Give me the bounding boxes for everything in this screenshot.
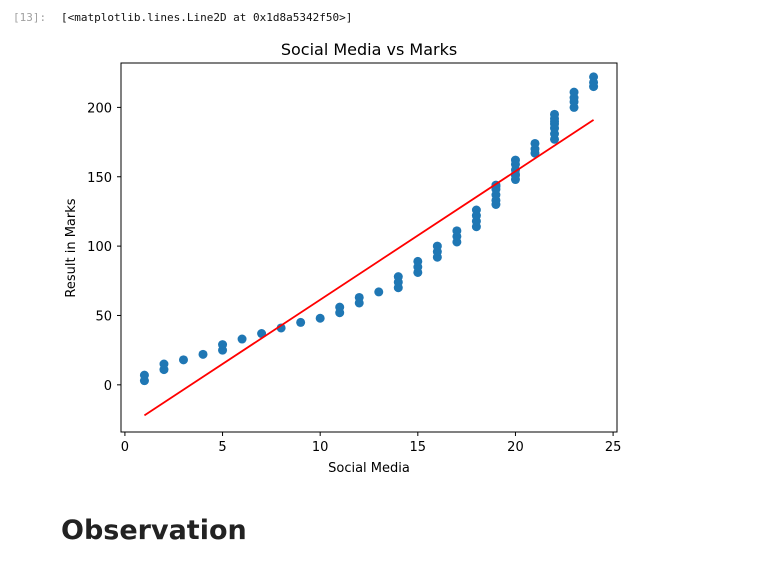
x-axis: 0 5 10 15 20 25	[121, 432, 622, 455]
scatter-point	[569, 87, 579, 97]
y-axis-label: Result in Marks	[64, 198, 79, 297]
scatter-point	[491, 181, 501, 191]
y-tick-label: 50	[95, 309, 112, 324]
y-tick-label: 0	[104, 379, 112, 394]
scatter-point	[296, 317, 306, 327]
section-heading: Observation	[61, 515, 247, 546]
scatter-point	[432, 241, 442, 251]
x-tick-label: 25	[605, 440, 622, 455]
x-tick-label: 15	[410, 440, 427, 455]
scatter-point	[178, 355, 188, 365]
cell-prompt: [13]:	[13, 11, 47, 24]
scatter-point	[354, 292, 364, 302]
scatter-point	[550, 109, 560, 119]
scatter-point	[335, 302, 345, 312]
scatter-point	[315, 313, 325, 323]
y-tick-label: 100	[87, 240, 112, 255]
scatter-point	[393, 272, 403, 282]
x-tick-label: 5	[218, 440, 226, 455]
scatter-point	[530, 138, 540, 148]
scatter-point	[550, 116, 560, 126]
axes-frame	[120, 62, 618, 433]
scatter-point	[413, 256, 423, 266]
y-axis: 0 50 100 150 200	[87, 101, 121, 394]
scatter-point	[159, 359, 169, 369]
scatter-point	[471, 205, 481, 215]
scatter-point	[589, 72, 599, 82]
scatter-point	[218, 340, 228, 350]
chart-title: Social Media vs Marks	[281, 40, 457, 59]
scatter-chart: Social Media vs Marks 0 5 10 15 20 25 0 50 100 1…	[64, 40, 622, 476]
scatter-point	[510, 155, 520, 165]
scatter-point	[237, 334, 247, 344]
scatter-point	[139, 370, 149, 380]
x-tick-label: 0	[121, 440, 129, 455]
scatter-point	[452, 226, 462, 236]
y-tick-label: 200	[87, 101, 112, 116]
scatter-point	[198, 349, 208, 359]
x-tick-label: 10	[312, 440, 329, 455]
regression-line	[143, 119, 595, 417]
scatter-point	[276, 323, 286, 333]
scatter-point	[374, 287, 384, 297]
x-tick-label: 20	[507, 440, 524, 455]
y-tick-label: 150	[87, 171, 112, 186]
cell-output-text: [<matplotlib.lines.Line2D at 0x1d8a5342f…	[61, 11, 353, 24]
plot-area	[139, 72, 599, 417]
x-axis-label: Social Media	[328, 461, 410, 476]
